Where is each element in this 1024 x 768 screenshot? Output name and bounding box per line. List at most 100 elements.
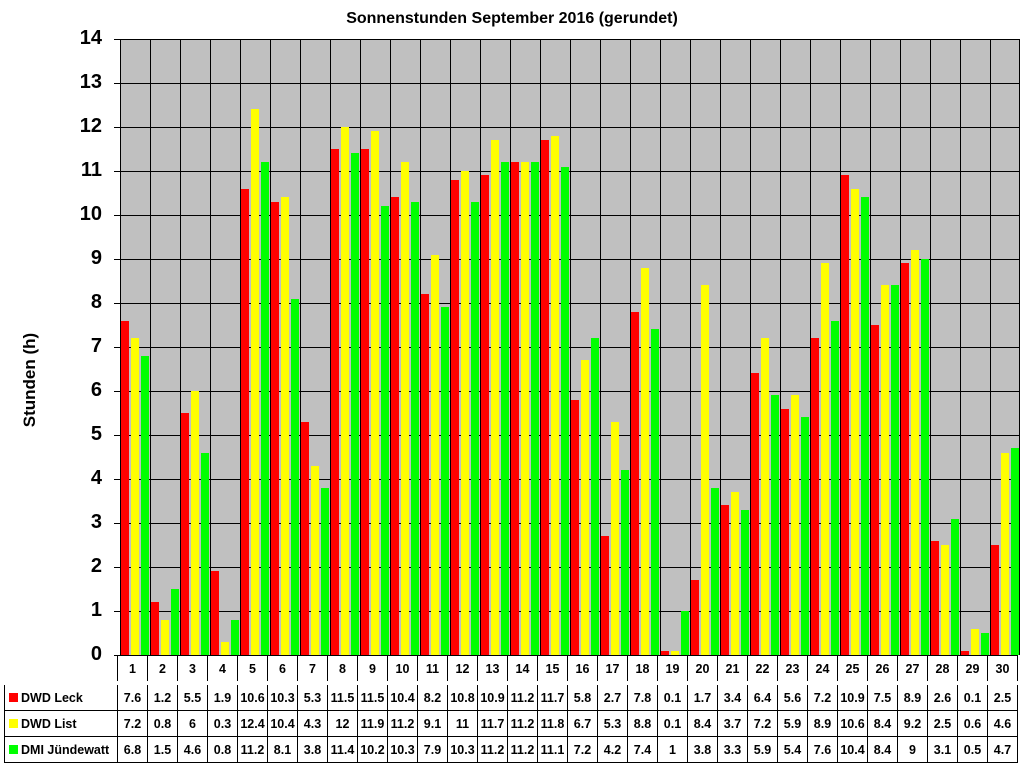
bar bbox=[621, 470, 629, 655]
table-cell: 11.7 bbox=[477, 710, 508, 737]
bar bbox=[471, 201, 479, 655]
bar bbox=[871, 325, 879, 655]
table-cell: 5.9 bbox=[747, 736, 778, 763]
category-label: 15 bbox=[537, 655, 568, 684]
y-tick-label: 0 bbox=[90, 643, 102, 665]
bar bbox=[571, 399, 579, 655]
y-tick-mark bbox=[114, 347, 120, 348]
y-tick-mark bbox=[114, 127, 120, 128]
table-cell: 4.6 bbox=[177, 736, 208, 763]
table-cell: 10.4 bbox=[267, 710, 298, 737]
table-cell: 1.9 bbox=[207, 682, 238, 711]
table-cell: 11.2 bbox=[507, 736, 538, 763]
table-cell: 5.8 bbox=[567, 682, 598, 711]
gridline bbox=[780, 39, 781, 655]
bar bbox=[761, 338, 769, 655]
bar bbox=[391, 197, 399, 655]
table-cell: 8.2 bbox=[417, 682, 448, 711]
bar bbox=[341, 127, 349, 655]
y-tick-label: 13 bbox=[79, 71, 102, 93]
table-cell: 1.7 bbox=[687, 682, 718, 711]
y-tick-label: 1 bbox=[90, 599, 102, 621]
category-label: 28 bbox=[927, 655, 958, 684]
category-label: 5 bbox=[237, 655, 268, 684]
gridline bbox=[120, 39, 121, 655]
y-tick-mark bbox=[114, 391, 120, 392]
table-cell: 11.2 bbox=[507, 682, 538, 711]
table-cell: 7.2 bbox=[117, 710, 148, 737]
y-tick-mark bbox=[114, 611, 120, 612]
category-label: 21 bbox=[717, 655, 748, 684]
gridline bbox=[210, 39, 211, 655]
table-cell: 11.2 bbox=[507, 710, 538, 737]
bar bbox=[1001, 452, 1009, 655]
plot-area bbox=[120, 39, 1020, 655]
y-tick-label: 5 bbox=[90, 423, 102, 445]
bar bbox=[141, 355, 149, 655]
table-cell: 1.5 bbox=[147, 736, 178, 763]
category-label: 18 bbox=[627, 655, 658, 684]
table-cell: 1 bbox=[657, 736, 688, 763]
category-label: 4 bbox=[207, 655, 238, 684]
bar bbox=[331, 149, 339, 655]
table-cell: 10.2 bbox=[357, 736, 388, 763]
table-cell: 0.1 bbox=[657, 710, 688, 737]
category-label: 14 bbox=[507, 655, 538, 684]
gridline bbox=[810, 39, 811, 655]
bar bbox=[531, 162, 539, 655]
y-tick-mark bbox=[114, 479, 120, 480]
gridline bbox=[450, 39, 451, 655]
table-cell: 3.7 bbox=[717, 710, 748, 737]
y-axis-label: Stunden (h) bbox=[20, 332, 39, 428]
bar bbox=[191, 391, 199, 655]
table-cell: 11.2 bbox=[477, 736, 508, 763]
category-label: 17 bbox=[597, 655, 628, 684]
table-cell: 7.2 bbox=[567, 736, 598, 763]
category-label: 16 bbox=[567, 655, 598, 684]
bar bbox=[771, 395, 779, 655]
table-cell: 3.1 bbox=[927, 736, 958, 763]
bar bbox=[381, 206, 389, 655]
gridline bbox=[420, 39, 421, 655]
table-cell: 12 bbox=[327, 710, 358, 737]
bar bbox=[441, 307, 449, 655]
table-cell: 0.3 bbox=[207, 710, 238, 737]
category-label: 11 bbox=[417, 655, 448, 684]
bar bbox=[231, 619, 239, 655]
gridline bbox=[750, 39, 751, 655]
gridline bbox=[900, 39, 901, 655]
table-cell: 7.2 bbox=[747, 710, 778, 737]
table-cell: 10.6 bbox=[837, 710, 868, 737]
category-label: 26 bbox=[867, 655, 898, 684]
table-cell: 10.3 bbox=[267, 682, 298, 711]
y-tick-mark bbox=[114, 655, 120, 656]
y-tick-mark bbox=[114, 259, 120, 260]
gridline bbox=[150, 39, 151, 655]
bar bbox=[151, 602, 159, 655]
bar bbox=[481, 175, 489, 655]
bar bbox=[541, 140, 549, 655]
gridline bbox=[270, 39, 271, 655]
table-cell: 1.2 bbox=[147, 682, 178, 711]
y-tick-label: 14 bbox=[79, 27, 102, 49]
table-cell: 10.8 bbox=[447, 682, 478, 711]
bar bbox=[611, 421, 619, 655]
legend-swatch-icon bbox=[9, 744, 18, 754]
bar bbox=[661, 650, 669, 655]
legend-swatch-icon bbox=[9, 718, 18, 728]
category-label: 23 bbox=[777, 655, 808, 684]
bar bbox=[731, 492, 739, 655]
y-tick-label: 6 bbox=[90, 379, 102, 401]
category-label: 24 bbox=[807, 655, 838, 684]
bar bbox=[491, 140, 499, 655]
table-cell: 5.6 bbox=[777, 682, 808, 711]
category-label: 8 bbox=[327, 655, 358, 684]
table-cell: 8.1 bbox=[267, 736, 298, 763]
y-tick-mark bbox=[114, 215, 120, 216]
table-cell: 11.9 bbox=[357, 710, 388, 737]
bar bbox=[551, 135, 559, 655]
gridline bbox=[870, 39, 871, 655]
bar bbox=[121, 320, 129, 655]
category-label: 19 bbox=[657, 655, 688, 684]
table-cell: 10.6 bbox=[237, 682, 268, 711]
